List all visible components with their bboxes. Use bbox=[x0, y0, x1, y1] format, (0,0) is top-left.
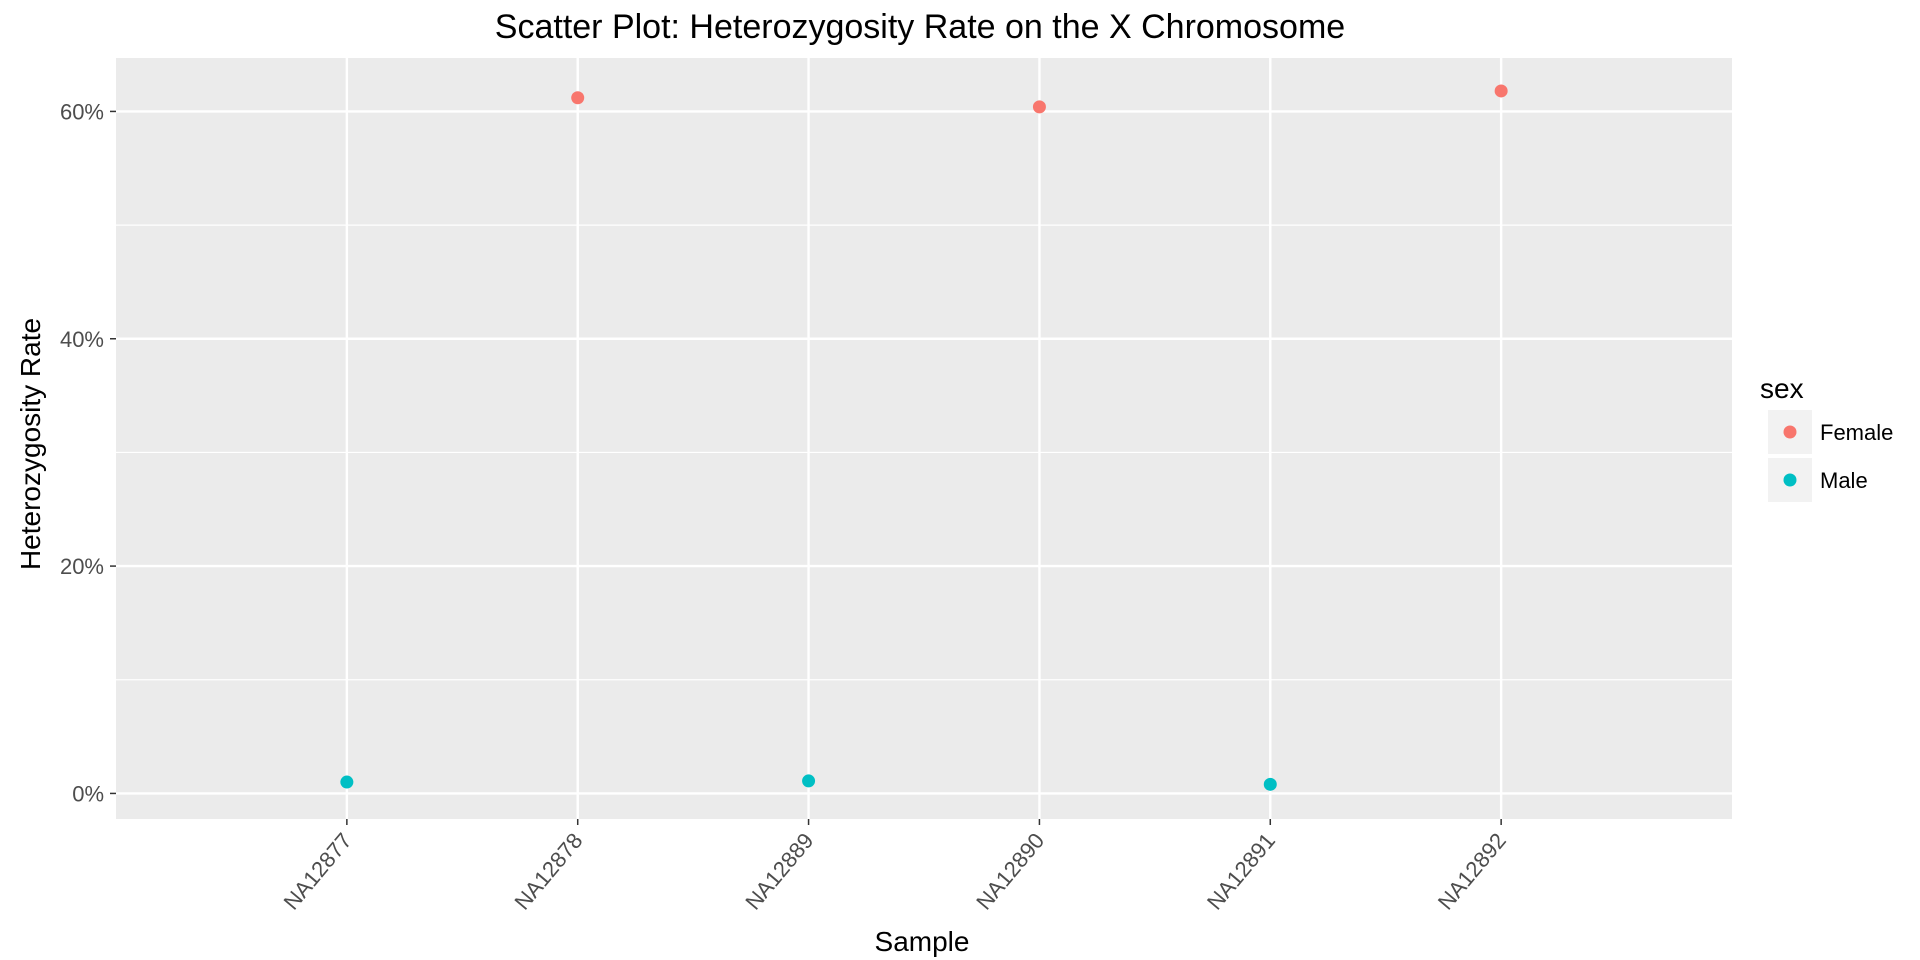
legend-key-male bbox=[1783, 473, 1797, 487]
y-axis-title: Heterozygosity Rate bbox=[15, 318, 46, 570]
x-tick-label: NA12877 bbox=[279, 828, 357, 914]
data-point-female bbox=[1032, 100, 1046, 114]
y-tick-label: 20% bbox=[60, 554, 104, 579]
x-tick-label: NA12891 bbox=[1202, 828, 1280, 914]
chart-title: Scatter Plot: Heterozygosity Rate on the… bbox=[495, 8, 1345, 46]
plot-area: 0% 20% 40% 60% NA12877 NA12878 NA12889 NA12890 N… bbox=[60, 58, 1732, 914]
y-tick-label: 60% bbox=[60, 99, 104, 124]
x-axis-title: Sample bbox=[875, 926, 970, 957]
x-tick-label: NA12890 bbox=[971, 828, 1049, 914]
x-tick-label: NA12889 bbox=[740, 828, 818, 914]
data-point-male bbox=[1263, 777, 1277, 791]
legend-key-female bbox=[1783, 425, 1797, 439]
x-tick-label: NA12878 bbox=[509, 828, 587, 914]
data-point-female bbox=[1494, 84, 1508, 98]
plot-panel-background bbox=[116, 58, 1732, 819]
data-point-female bbox=[571, 91, 585, 105]
legend: sex Female Male bbox=[1760, 373, 1893, 502]
data-point-male bbox=[802, 774, 816, 788]
legend-label: Male bbox=[1820, 468, 1868, 493]
legend-title: sex bbox=[1760, 373, 1804, 404]
y-tick-label: 0% bbox=[72, 781, 104, 806]
legend-label: Female bbox=[1820, 420, 1893, 445]
x-tick-label: NA12892 bbox=[1433, 828, 1511, 914]
data-point-male bbox=[340, 775, 354, 789]
y-tick-label: 40% bbox=[60, 327, 104, 352]
